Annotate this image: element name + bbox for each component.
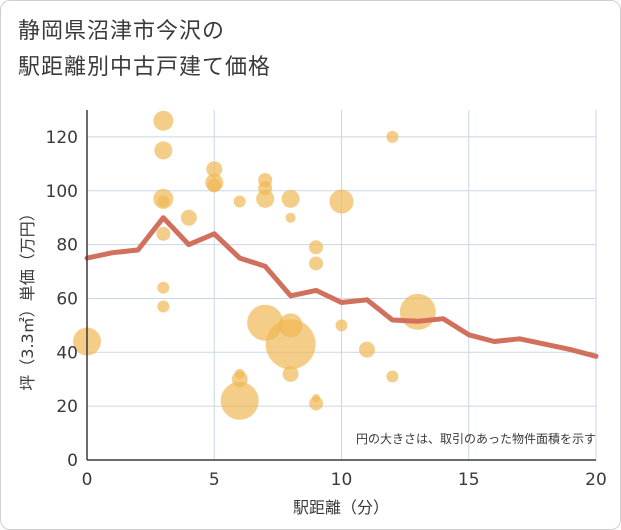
y-tick-label: 0 [67,451,78,471]
bubble-point [399,293,436,330]
title-line-1: 静岡県沼津市今沢の [18,19,226,44]
bubble-point [207,178,222,193]
bubble-point [157,300,170,313]
title-line-2: 駅距離別中古戸建て価格 [18,55,272,80]
x-tick-label: 5 [209,470,220,490]
bubble-point [206,161,223,178]
x-tick-label: 0 [82,470,93,490]
bubble-point [157,195,170,208]
x-axis-label: 駅距離（分） [293,498,389,517]
trend-line [84,215,599,359]
y-axis-label: 坪（3.3㎡）単価（万円） [18,205,37,390]
bubble-point [247,304,284,341]
y-tick-label: 120 [46,128,78,148]
bubble-point [278,313,303,338]
x-tick-label: 10 [331,470,353,490]
bubble-point [258,181,273,196]
bubble-point [285,212,296,223]
bubble-point [282,365,299,382]
size-legend-note: 円の大きさは、取引のあった物件面積を示す [356,431,596,446]
x-tick-label: 20 [585,470,607,490]
bubble-point [281,189,300,208]
bubble-point [256,189,275,208]
bubble-point [329,189,354,214]
y-tick-label: 40 [56,343,78,363]
bubble-point [335,319,348,332]
axes: 0 20 40 60 80 100 120 0 5 10 15 20 [46,110,607,490]
bubble-point [234,368,245,379]
bubble-point [220,381,259,420]
bubble-point [309,240,324,255]
trend-series [84,215,599,359]
bubble-point [358,341,375,358]
chart-title: 静岡県沼津市今沢の 駅距離別中古戸建て価格 [18,14,271,86]
y-tick-label: 100 [46,182,78,202]
bubble-point [157,281,170,294]
bubble-point [180,209,197,226]
bubble-point [154,141,173,160]
bubble-series [73,110,436,420]
x-tick-label: 15 [458,470,480,490]
y-tick-label: 60 [56,289,78,309]
bubble-point [386,370,399,383]
bubble-point [153,110,174,131]
y-tick-label: 20 [56,397,78,417]
bubble-point [156,226,171,241]
bubble-point [233,195,246,208]
bubble-point [386,130,399,143]
bubble-point [309,256,324,271]
bubble-point [312,394,321,403]
y-tick-label: 80 [56,236,78,256]
